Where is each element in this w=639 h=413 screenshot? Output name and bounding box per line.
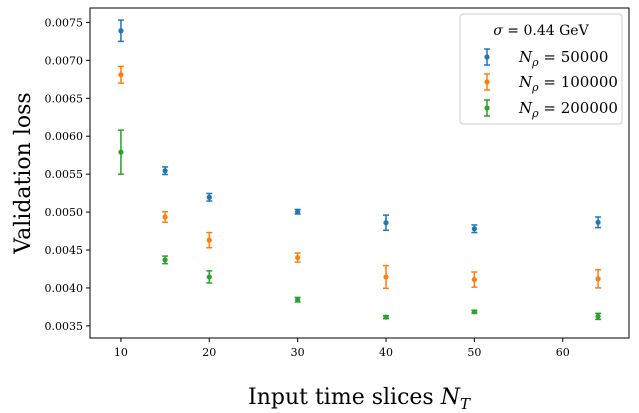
- data-point: [295, 209, 301, 215]
- y-tick-label: 0.0070: [45, 54, 84, 67]
- x-axis-ticks: 10 20 30 40 50 60: [114, 338, 570, 359]
- y-tick-label: 0.0075: [45, 16, 84, 29]
- legend-label: Nρ = 100000: [518, 73, 618, 94]
- data-point: [471, 226, 477, 232]
- data-point: [383, 274, 389, 280]
- data-series: [117, 19, 602, 321]
- y-tick-label: 0.0065: [45, 92, 84, 105]
- data-point: [118, 28, 124, 34]
- data-point: [595, 313, 601, 319]
- data-point: [162, 257, 168, 263]
- data-point: [295, 254, 301, 261]
- data-point: [595, 276, 601, 282]
- x-tick-label: 20: [202, 346, 216, 359]
- y-tick-label: 0.0040: [45, 282, 84, 295]
- data-point: [162, 214, 168, 220]
- data-point: [206, 194, 212, 200]
- data-point: [118, 72, 124, 78]
- data-point: [295, 297, 301, 303]
- x-tick-label: 40: [379, 346, 393, 359]
- series-3: [117, 129, 602, 321]
- x-tick-label: 50: [467, 346, 481, 359]
- y-tick-label: 0.0060: [45, 130, 84, 143]
- y-axis-ticks: 0.0035 0.0040 0.0045 0.0050 0.0055 0.0060 0.00…: [45, 16, 90, 333]
- y-axis-label: Validation loss: [11, 92, 36, 254]
- y-tick-label: 0.0050: [45, 206, 84, 219]
- y-tick-label: 0.0055: [45, 168, 84, 181]
- legend-title: σ = 0.44 GeV: [493, 23, 589, 39]
- legend-label: Nρ = 200000: [518, 99, 618, 120]
- y-tick-label: 0.0045: [45, 244, 84, 257]
- data-point: [162, 168, 168, 174]
- data-point: [206, 274, 212, 280]
- plot-frame: [89, 7, 630, 339]
- legend: σ = 0.44 GeV Nρ = 50000 Nρ = 100000 Nρ = 2…: [459, 13, 623, 125]
- series-2: [117, 65, 602, 290]
- legend-box: [459, 13, 623, 125]
- data-point: [383, 220, 389, 226]
- series-1: [117, 19, 602, 234]
- legend-handle-marker: [484, 105, 490, 111]
- data-point: [206, 237, 212, 243]
- x-tick-label: 60: [556, 346, 570, 359]
- y-tick-label: 0.0035: [45, 320, 84, 333]
- x-axis-label: Input time slices NT: [248, 385, 471, 413]
- x-tick-label: 10: [114, 346, 128, 359]
- data-point: [471, 309, 477, 315]
- legend-items: Nρ = 50000 Nρ = 100000 Nρ = 200000: [484, 48, 618, 120]
- legend-handle-marker: [484, 54, 490, 60]
- data-point: [471, 276, 477, 283]
- x-tick-label: 30: [291, 346, 305, 359]
- data-point: [118, 149, 124, 155]
- data-point: [383, 314, 389, 320]
- legend-label: Nρ = 50000: [518, 48, 608, 69]
- data-point: [595, 219, 601, 225]
- legend-handle-marker: [484, 79, 490, 85]
